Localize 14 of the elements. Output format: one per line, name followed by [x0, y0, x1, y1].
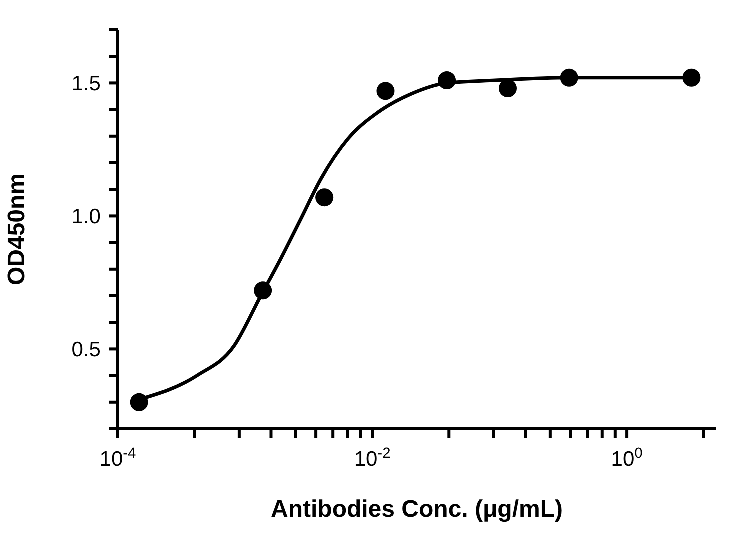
y-tick-label: 1.5 [72, 72, 101, 96]
y-tick-label: 0.5 [72, 338, 101, 362]
point [560, 68, 578, 87]
x-tick-label: 10$^{0}$ [611, 446, 643, 471]
point [438, 72, 456, 90]
point [254, 282, 272, 300]
x-tick-label: 10$^{-4}$ [100, 446, 136, 471]
x-axis-title: Antibodies Conc. (μg/mL) [271, 496, 563, 523]
y-axis-title: OD450nm [4, 173, 31, 286]
point [498, 80, 517, 98]
point [376, 82, 395, 100]
point [316, 188, 334, 207]
x-tick-label: 10$^{-2}$ [354, 446, 391, 471]
y-tick-label: 1.0 [72, 206, 101, 229]
